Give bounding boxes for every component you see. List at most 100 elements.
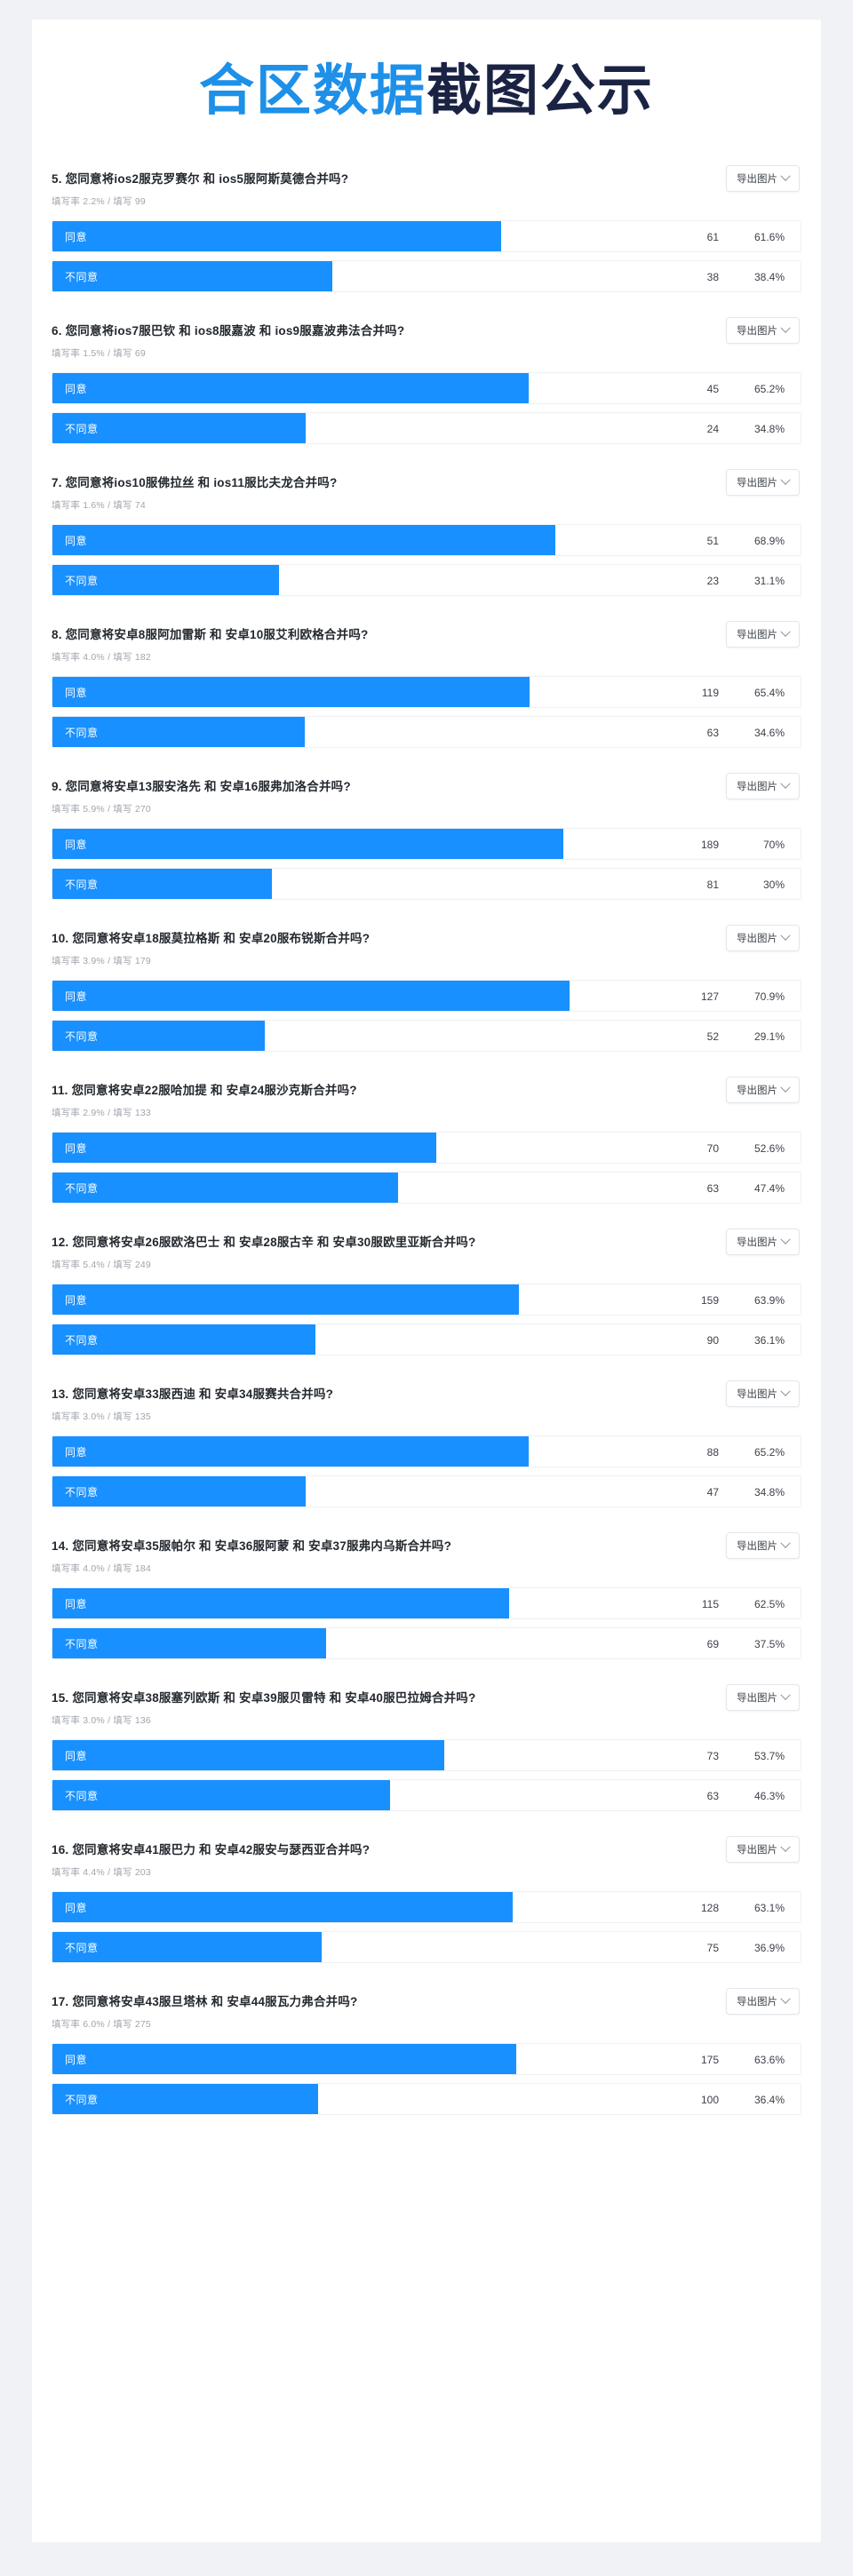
answer-bar-row[interactable]: 同意 88 65.2% <box>52 1435 801 1468</box>
answer-bar-label: 同意 <box>65 687 88 700</box>
answer-bar-count: 189 <box>700 839 719 852</box>
answer-bar-row[interactable]: 同意 115 62.5% <box>52 1587 801 1620</box>
answer-bar-row[interactable]: 同意 61 61.6% <box>52 220 801 253</box>
answer-bar-count: 69 <box>706 1638 719 1651</box>
chevron-down-icon <box>780 930 791 942</box>
answer-bar-label: 不同意 <box>65 1030 99 1044</box>
answer-bar-fill <box>52 1740 445 1771</box>
export-image-label: 导出图片 <box>737 478 777 489</box>
page-title-wrap: 合区数据截图公示 <box>32 20 821 167</box>
answer-bar-count: 52 <box>706 1030 719 1044</box>
answer-bar-row[interactable]: 不同意 63 47.4% <box>52 1172 801 1205</box>
export-image-button[interactable]: 导出图片 <box>726 1380 800 1408</box>
question-title: 6. 您同意将ios7服巴钦 和 ios8服嘉波 和 ios9服嘉波弗法合并吗? <box>52 324 405 338</box>
export-image-button[interactable]: 导出图片 <box>726 469 800 497</box>
report-sheet: 合区数据截图公示 5. 您同意将ios2服克罗赛尔 和 ios5服阿斯莫德合并吗… <box>32 20 821 2542</box>
answer-bar-label: 同意 <box>65 1750 88 1763</box>
answer-bar-percent: 31.1% <box>753 575 785 588</box>
question-title: 13. 您同意将安卓33服西迪 和 安卓34服赛共合并吗? <box>52 1387 334 1402</box>
export-image-button[interactable]: 导出图片 <box>726 925 800 952</box>
answer-bar-row[interactable]: 不同意 63 34.6% <box>52 716 801 749</box>
answer-bar-row[interactable]: 同意 189 70% <box>52 828 801 861</box>
question-block: 9. 您同意将安卓13服安洛先 和 安卓16服弗加洛合并吗? 填写率 5.9% /… <box>52 773 801 926</box>
export-image-button[interactable]: 导出图片 <box>726 1836 800 1864</box>
answer-bar-label: 同意 <box>65 1598 88 1611</box>
answer-bar-row[interactable]: 不同意 69 37.5% <box>52 1627 801 1660</box>
answer-bar-label: 同意 <box>65 535 88 548</box>
export-image-button[interactable]: 导出图片 <box>726 773 800 800</box>
question-header: 9. 您同意将安卓13服安洛先 和 安卓16服弗加洛合并吗? 填写率 5.9% /… <box>52 773 801 816</box>
answer-bar-row[interactable]: 不同意 90 36.1% <box>52 1324 801 1356</box>
answer-bar-group: 同意 127 70.9% 不同意 52 29.1% <box>52 980 801 1053</box>
export-image-button[interactable]: 导出图片 <box>726 1077 800 1104</box>
export-image-button[interactable]: 导出图片 <box>726 1684 800 1712</box>
answer-bar-group: 同意 88 65.2% 不同意 47 34.8% <box>52 1435 801 1508</box>
answer-bar-fill <box>52 1284 519 1316</box>
question-block: 6. 您同意将ios7服巴钦 和 ios8服嘉波 和 ios9服嘉波弗法合并吗?… <box>52 317 801 471</box>
answer-bar-label: 不同意 <box>65 1942 99 1955</box>
answer-bar-count: 38 <box>706 271 719 284</box>
answer-bar-row[interactable]: 同意 175 63.6% <box>52 2043 801 2076</box>
answer-bar-row[interactable]: 不同意 75 36.9% <box>52 1931 801 1964</box>
answer-bar-group: 同意 70 52.6% 不同意 63 47.4% <box>52 1132 801 1205</box>
answer-bar-percent: 34.6% <box>753 727 785 740</box>
answer-bar-fill <box>52 1133 436 1164</box>
answer-bar-row[interactable]: 不同意 23 31.1% <box>52 564 801 597</box>
question-title: 16. 您同意将安卓41服巴力 和 安卓42服安与瑟西亚合并吗? <box>52 1843 371 1857</box>
export-image-button[interactable]: 导出图片 <box>726 1228 800 1256</box>
answer-bar-row[interactable]: 同意 127 70.9% <box>52 980 801 1013</box>
answer-bar-label: 同意 <box>65 2054 88 2067</box>
answer-bar-fill <box>52 1588 509 1619</box>
answer-bar-count: 73 <box>706 1750 719 1763</box>
question-title: 9. 您同意将安卓13服安洛先 和 安卓16服弗加洛合并吗? <box>52 780 351 794</box>
answer-bar-row[interactable]: 不同意 63 46.3% <box>52 1779 801 1812</box>
answer-bar-group: 同意 61 61.6% 不同意 38 38.4% <box>52 220 801 293</box>
answer-bar-row[interactable]: 不同意 81 30% <box>52 868 801 901</box>
answer-bar-fill <box>52 1173 398 1204</box>
answer-bar-row[interactable]: 同意 128 63.1% <box>52 1891 801 1924</box>
answer-bar-count: 127 <box>700 990 719 1004</box>
chevron-down-icon <box>780 1841 791 1853</box>
answer-bar-row[interactable]: 不同意 47 34.8% <box>52 1475 801 1508</box>
answer-bar-row[interactable]: 同意 70 52.6% <box>52 1132 801 1165</box>
answer-bar-row[interactable]: 同意 45 65.2% <box>52 372 801 405</box>
answer-bar-row[interactable]: 同意 119 65.4% <box>52 676 801 709</box>
question-block: 16. 您同意将安卓41服巴力 和 安卓42服安与瑟西亚合并吗? 填写率 4.4%… <box>52 1836 801 1990</box>
export-image-button[interactable]: 导出图片 <box>726 317 800 345</box>
page-title-blue-segment: 合区数据 <box>198 58 426 123</box>
answer-bar-label: 不同意 <box>65 423 99 436</box>
chevron-down-icon <box>780 1234 791 1245</box>
answer-bar-group: 同意 73 53.7% 不同意 63 46.3% <box>52 1739 801 1812</box>
chevron-down-icon <box>780 322 791 334</box>
question-meta: 填写率 1.5% / 填写 69 <box>52 348 146 360</box>
question-meta: 填写率 3.9% / 填写 179 <box>52 956 151 967</box>
answer-bar-percent: 65.2% <box>753 383 785 396</box>
answer-bar-percent: 34.8% <box>753 1486 785 1499</box>
answer-bar-row[interactable]: 同意 51 68.9% <box>52 524 801 557</box>
answer-bar-group: 同意 175 63.6% 不同意 100 36.4% <box>52 2043 801 2116</box>
export-image-label: 导出图片 <box>737 326 777 338</box>
answer-bar-label: 不同意 <box>65 1486 99 1499</box>
export-image-button[interactable]: 导出图片 <box>726 621 800 648</box>
question-block: 12. 您同意将安卓26服欧洛巴士 和 安卓28服古辛 和 安卓30服欧里亚斯合… <box>52 1228 801 1382</box>
export-image-label: 导出图片 <box>737 1541 777 1553</box>
answer-bar-count: 115 <box>701 1598 719 1611</box>
question-block: 8. 您同意将安卓8服阿加雷斯 和 安卓10服艾利欧格合并吗? 填写率 4.0% … <box>52 621 801 775</box>
answer-bar-fill <box>52 525 555 556</box>
export-image-label: 导出图片 <box>737 934 777 945</box>
answer-bar-row[interactable]: 同意 73 53.7% <box>52 1739 801 1772</box>
export-image-button[interactable]: 导出图片 <box>726 1532 800 1560</box>
answer-bar-row[interactable]: 不同意 100 36.4% <box>52 2083 801 2116</box>
export-image-button[interactable]: 导出图片 <box>726 165 800 193</box>
export-image-button[interactable]: 导出图片 <box>726 1988 800 2015</box>
answer-bar-row[interactable]: 不同意 52 29.1% <box>52 1020 801 1053</box>
question-title: 5. 您同意将ios2服克罗赛尔 和 ios5服阿斯莫德合并吗? <box>52 172 349 187</box>
answer-bar-label: 同意 <box>65 383 88 396</box>
answer-bar-row[interactable]: 不同意 38 38.4% <box>52 260 801 293</box>
question-header: 11. 您同意将安卓22服哈加提 和 安卓24服沙克斯合并吗? 填写率 2.9% … <box>52 1077 801 1120</box>
question-header: 16. 您同意将安卓41服巴力 和 安卓42服安与瑟西亚合并吗? 填写率 4.4%… <box>52 1836 801 1880</box>
answer-bar-row[interactable]: 不同意 24 34.8% <box>52 412 801 445</box>
answer-bar-count: 45 <box>706 383 719 396</box>
answer-bar-fill <box>52 869 272 900</box>
answer-bar-row[interactable]: 同意 159 63.9% <box>52 1284 801 1316</box>
